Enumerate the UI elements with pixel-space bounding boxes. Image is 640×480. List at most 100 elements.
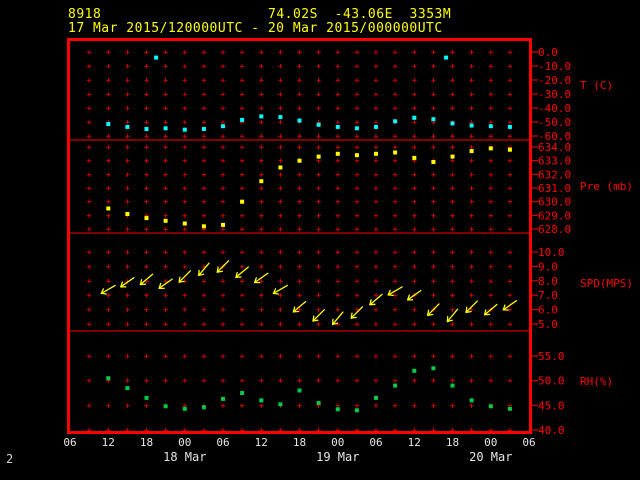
svg-text:+: + <box>220 132 226 142</box>
svg-text:+: + <box>163 291 169 301</box>
data-point <box>221 222 225 227</box>
svg-text:+: + <box>507 277 513 287</box>
wind-arrow <box>427 303 440 316</box>
svg-text:+: + <box>163 132 169 142</box>
svg-text:+: + <box>354 401 360 411</box>
svg-text:+: + <box>201 262 207 272</box>
svg-text:+: + <box>316 132 322 142</box>
svg-text:+: + <box>125 198 131 208</box>
svg-text:+: + <box>412 401 418 411</box>
svg-text:+: + <box>392 184 398 194</box>
svg-text:+: + <box>220 291 226 301</box>
svg-text:+: + <box>354 225 360 235</box>
svg-text:+: + <box>144 118 150 128</box>
svg-text:+: + <box>469 198 475 208</box>
x-axis-hour-label: 12 <box>255 436 268 449</box>
svg-text:+: + <box>86 48 92 58</box>
station-id: 8918 <box>68 7 102 22</box>
svg-text:+: + <box>239 62 245 72</box>
data-point <box>316 154 321 159</box>
svg-text:+: + <box>412 118 418 128</box>
svg-text:+: + <box>450 352 456 362</box>
svg-text:+: + <box>220 248 226 258</box>
data-point <box>469 398 474 403</box>
wind-arrow <box>331 311 344 326</box>
svg-text:+: + <box>239 306 245 316</box>
svg-text:+: + <box>469 352 475 362</box>
svg-text:+: + <box>450 211 456 221</box>
data-point <box>488 404 493 409</box>
svg-text:+: + <box>106 401 112 411</box>
svg-text:+: + <box>392 248 398 258</box>
svg-text:+: + <box>144 291 150 301</box>
svg-text:+: + <box>106 170 112 180</box>
svg-text:+: + <box>163 211 169 221</box>
svg-text:+: + <box>86 76 92 86</box>
svg-text:+: + <box>297 118 303 128</box>
svg-text:+: + <box>144 306 150 316</box>
y-axis-tick-label: 40.0 <box>538 424 565 437</box>
svg-text:+: + <box>354 90 360 100</box>
svg-text:+: + <box>431 377 437 387</box>
data-point <box>335 407 340 412</box>
y-axis-tick-label: -40.0 <box>538 102 571 115</box>
svg-text:+: + <box>163 170 169 180</box>
svg-text:+: + <box>106 352 112 362</box>
svg-text:+: + <box>125 143 131 153</box>
svg-text:+: + <box>335 320 341 330</box>
data-point <box>201 224 206 229</box>
svg-text:+: + <box>278 90 284 100</box>
svg-text:+: + <box>163 104 169 114</box>
wind-arrow <box>483 303 498 316</box>
svg-text:+: + <box>278 184 284 194</box>
svg-text:+: + <box>125 62 131 72</box>
svg-text:+: + <box>278 170 284 180</box>
data-point <box>431 366 436 371</box>
svg-text:+: + <box>488 157 494 167</box>
svg-text:+: + <box>144 170 150 180</box>
svg-text:+: + <box>488 277 494 287</box>
svg-text:+: + <box>220 76 226 86</box>
outlier-point <box>154 55 159 60</box>
data-point <box>106 122 111 127</box>
svg-text:+: + <box>412 76 418 86</box>
svg-text:+: + <box>144 320 150 330</box>
svg-text:+: + <box>86 90 92 100</box>
svg-text:+: + <box>259 118 265 128</box>
svg-text:+: + <box>450 291 456 301</box>
svg-text:+: + <box>278 143 284 153</box>
y-axis-tick-label: 9.0 <box>538 260 558 273</box>
svg-text:+: + <box>239 104 245 114</box>
svg-text:+: + <box>259 225 265 235</box>
svg-text:+: + <box>239 132 245 142</box>
svg-text:+: + <box>259 320 265 330</box>
data-point <box>488 124 493 129</box>
svg-text:+: + <box>392 90 398 100</box>
svg-text:+: + <box>144 377 150 387</box>
svg-text:+: + <box>431 291 437 301</box>
svg-text:+: + <box>316 377 322 387</box>
svg-text:+: + <box>373 352 379 362</box>
page-number: 2 <box>6 452 14 466</box>
data-point <box>469 149 474 154</box>
svg-text:+: + <box>412 48 418 58</box>
svg-text:+: + <box>163 306 169 316</box>
svg-text:+: + <box>316 62 322 72</box>
svg-text:+: + <box>163 248 169 258</box>
svg-text:+: + <box>488 352 494 362</box>
svg-text:+: + <box>354 104 360 114</box>
svg-text:+: + <box>469 76 475 86</box>
data-point <box>507 406 512 411</box>
data-point <box>412 155 417 160</box>
svg-text:+: + <box>412 62 418 72</box>
svg-text:+: + <box>201 48 207 58</box>
svg-text:+: + <box>297 76 303 86</box>
svg-text:+: + <box>297 291 303 301</box>
svg-text:+: + <box>182 62 188 72</box>
svg-text:+: + <box>201 170 207 180</box>
y-axis-tick-label: -20.0 <box>538 74 571 87</box>
y-axis-tick-label: 629.0 <box>538 209 571 222</box>
svg-text:+: + <box>412 104 418 114</box>
svg-text:+: + <box>450 104 456 114</box>
data-point <box>163 404 168 409</box>
